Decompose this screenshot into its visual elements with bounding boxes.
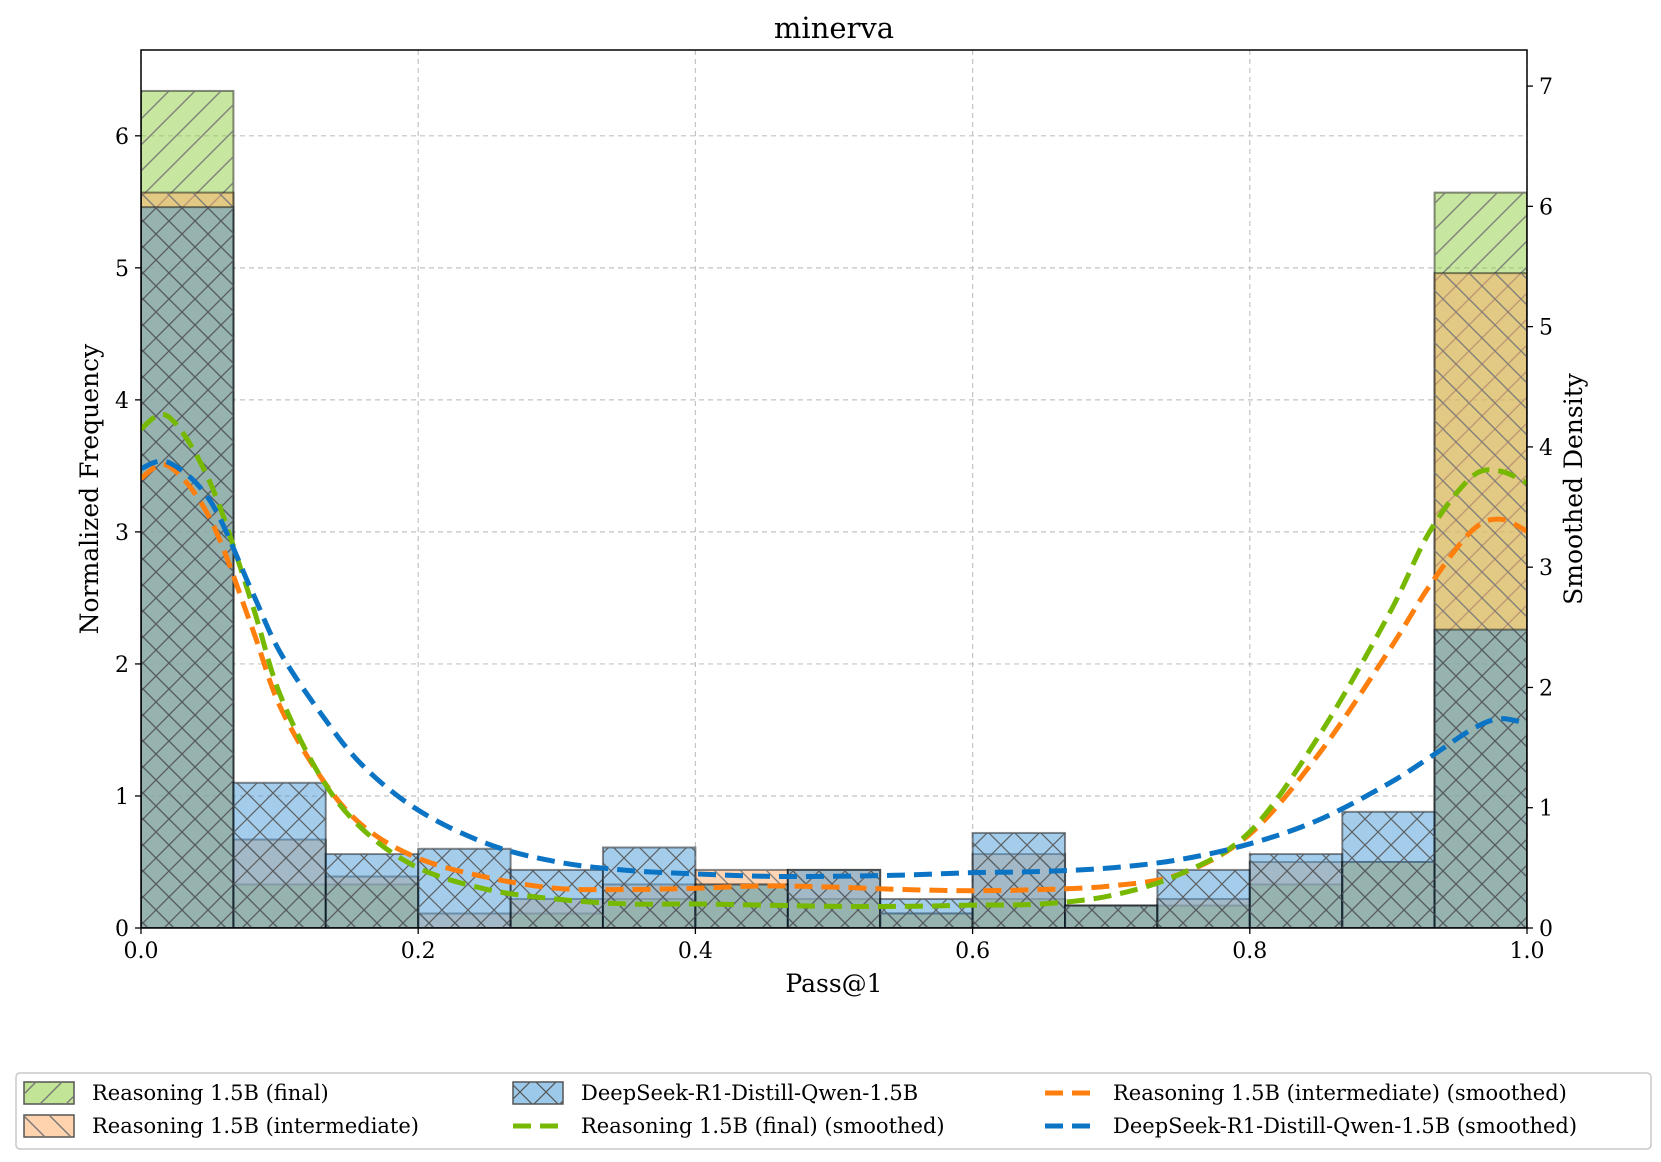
- hist-bar-hatch: [233, 782, 326, 928]
- y2-axis-title: Smoothed Density: [1559, 372, 1588, 605]
- x-tick-label: 0.6: [955, 939, 990, 964]
- y-tick-label: 0: [115, 917, 129, 942]
- legend-entry: Reasoning 1.5B (final): [23, 1081, 329, 1105]
- hist-bar-hatch: [1157, 869, 1250, 928]
- x-tick-label: 0.0: [124, 939, 159, 964]
- chart-title: minerva: [774, 11, 894, 45]
- legend-label: Reasoning 1.5B (intermediate): [92, 1114, 419, 1138]
- bar-series-3: [141, 206, 1527, 928]
- y2-axis-ticks: 0 1 2 3 4 5 6 7: [1527, 75, 1553, 942]
- y-tick-label: 6: [115, 125, 129, 150]
- legend-label: DeepSeek-R1-Distill-Qwen-1.5B: [581, 1081, 918, 1105]
- plot-frame: [140, 49, 1528, 929]
- y2-tick-label: 0: [1539, 917, 1553, 942]
- hist-bar-hatch: [972, 832, 1066, 928]
- y2-tick-label: 5: [1539, 316, 1553, 341]
- x-tick-label: 0.4: [678, 939, 713, 964]
- legend-entry: Reasoning 1.5B (final) (smoothed): [513, 1114, 945, 1138]
- legend-entry: Reasoning 1.5B (intermediate): [23, 1114, 419, 1138]
- legend-entry: DeepSeek-R1-Distill-Qwen-1.5B: [512, 1081, 918, 1105]
- hist-bar-hatch: [880, 898, 973, 928]
- smoothed-lines: [141, 412, 1527, 909]
- legend-frame: [15, 1072, 1652, 1150]
- x-tick-label: 0.8: [1232, 939, 1267, 964]
- y-tick-label: 1: [115, 785, 129, 810]
- y2-tick-label: 2: [1539, 676, 1553, 701]
- kde-line-1: [141, 462, 1527, 894]
- x-axis-title: Pass@1: [785, 969, 882, 998]
- y2-tick-label: 1: [1539, 797, 1553, 822]
- hist-bar-hatch: [418, 848, 511, 928]
- hist-bar-hatch: [325, 854, 419, 928]
- bar-series-1: [141, 89, 1527, 928]
- x-tick-label: 0.2: [401, 939, 436, 964]
- hist-bar-hatch: [1342, 811, 1435, 928]
- y-tick-label: 3: [115, 521, 129, 546]
- legend-swatch-hatch: [513, 1082, 563, 1104]
- kde-line-3: [141, 458, 1527, 880]
- y-axis-ticks: 0 1 2 3 4 5 6: [115, 125, 141, 942]
- legend-label: Reasoning 1.5B (final) (smoothed): [581, 1114, 945, 1138]
- hist-bar-hatch: [1249, 854, 1343, 928]
- kde-line-2: [141, 412, 1527, 909]
- y-tick-label: 4: [115, 389, 129, 414]
- hist-bar-hatch: [787, 869, 881, 928]
- y2-tick-label: 3: [1539, 556, 1553, 581]
- histogram-bars: [141, 89, 1527, 928]
- hist-bar-hatch: [141, 207, 234, 928]
- legend-label: DeepSeek-R1-Distill-Qwen-1.5B (smoothed): [1113, 1114, 1577, 1138]
- hist-bar-hatch: [1065, 905, 1158, 928]
- y-tick-label: 2: [115, 653, 129, 678]
- x-tick-label: 1.0: [1510, 939, 1545, 964]
- y2-tick-label: 6: [1539, 195, 1553, 220]
- x-axis-ticks: 0.0 0.2 0.4 0.6 0.8 1.0: [124, 928, 1545, 964]
- legend-label: Reasoning 1.5B (intermediate) (smoothed): [1113, 1081, 1567, 1105]
- y-axis-title: Normalized Frequency: [75, 343, 104, 634]
- legend-swatch-hatch: [24, 1082, 74, 1104]
- legend: Reasoning 1.5B (final) Reasoning 1.5B (in…: [15, 1072, 1652, 1150]
- hist-bar-hatch: [1434, 629, 1527, 928]
- legend-entry: Reasoning 1.5B (intermediate) (smoothed): [1045, 1081, 1567, 1105]
- y-tick-label: 5: [115, 257, 129, 282]
- legend-entry: DeepSeek-R1-Distill-Qwen-1.5B (smoothed): [1045, 1114, 1577, 1138]
- legend-label: Reasoning 1.5B (final): [92, 1081, 329, 1105]
- y2-tick-label: 4: [1539, 436, 1553, 461]
- y2-tick-label: 7: [1539, 75, 1553, 100]
- grid-lines: [140, 50, 1528, 928]
- legend-swatch-hatch: [24, 1115, 74, 1137]
- legend-items: Reasoning 1.5B (final) Reasoning 1.5B (in…: [23, 1081, 1577, 1138]
